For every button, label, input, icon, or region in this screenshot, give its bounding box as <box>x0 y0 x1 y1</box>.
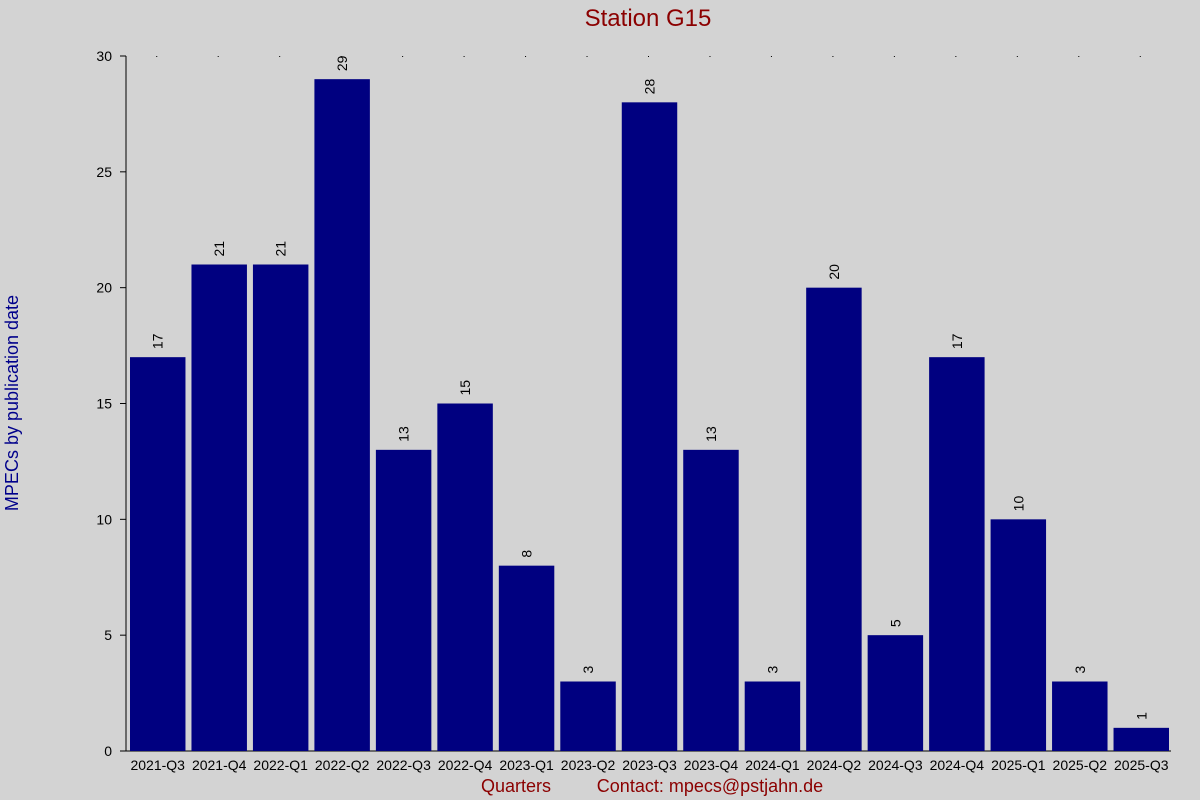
bar-value-label: 13 <box>396 426 412 442</box>
x-tick-label: 2024-Q4 <box>930 757 985 773</box>
y-tick-label: 0 <box>104 743 112 759</box>
y-tick-label: 20 <box>96 280 112 296</box>
bar-value-label: 3 <box>580 666 596 674</box>
bar-value-label: 17 <box>150 333 166 349</box>
bar-value-label: 5 <box>887 619 903 627</box>
y-tick-label: 15 <box>96 396 112 412</box>
x-tick-label: 2023-Q1 <box>499 757 554 773</box>
x-tick-label: 2025-Q1 <box>991 757 1046 773</box>
bar <box>252 264 309 751</box>
bar <box>191 264 247 751</box>
x-tick-label: 2024-Q2 <box>807 757 862 773</box>
bar-value-label: 29 <box>334 55 350 71</box>
x-tick-label: 2025-Q2 <box>1053 757 1108 773</box>
bar <box>314 79 370 751</box>
x-tick-label: 2021-Q4 <box>192 757 247 773</box>
bar-value-label: 1 <box>1133 712 1149 720</box>
bar <box>744 681 801 751</box>
bar-value-label: 3 <box>764 666 780 674</box>
y-tick-label: 30 <box>96 48 112 64</box>
x-tick-label: 2023-Q2 <box>561 757 616 773</box>
bar-value-label: 3 <box>1072 666 1088 674</box>
x-tick-label: 2024-Q1 <box>745 757 800 773</box>
bar-value-label: 13 <box>703 426 719 442</box>
bar-value-label: 17 <box>949 333 965 349</box>
x-tick-label: 2021-Q3 <box>130 757 185 773</box>
x-tick-label: 2022-Q2 <box>315 757 370 773</box>
x-tick-label: 2025-Q3 <box>1114 757 1169 773</box>
x-tick-label: 2022-Q4 <box>438 757 493 773</box>
bar-value-label: 8 <box>519 550 535 558</box>
y-tick-label: 10 <box>96 511 112 527</box>
bar <box>1113 727 1169 751</box>
bar-value-label: 10 <box>1010 496 1026 512</box>
x-tick-label: 2023-Q4 <box>684 757 739 773</box>
bar <box>621 102 678 752</box>
bar <box>990 519 1047 751</box>
contact-label: Contact: mpecs@pstjahn.de <box>597 776 823 796</box>
bar <box>437 403 493 751</box>
bar <box>560 681 616 751</box>
bar <box>867 635 924 751</box>
y-axis-label: MPECs by publication date <box>2 295 22 511</box>
y-tick-label: 25 <box>96 164 112 180</box>
bar <box>683 449 739 751</box>
bar <box>130 357 186 751</box>
bar <box>498 565 555 751</box>
bar-value-label: 21 <box>273 241 289 257</box>
y-tick-label: 5 <box>104 627 112 643</box>
bar-value-label: 21 <box>211 241 227 257</box>
plot-area: 051015202530172021-Q3212021-Q4212022-Q12… <box>96 48 1171 773</box>
x-tick-label: 2023-Q3 <box>622 757 677 773</box>
x-tick-label: 2022-Q1 <box>253 757 308 773</box>
x-tick-label: 2024-Q3 <box>868 757 923 773</box>
x-axis-label: Quarters <box>481 776 551 796</box>
bar <box>806 287 862 751</box>
bar-value-label: 20 <box>826 264 842 280</box>
bar <box>929 357 985 751</box>
bar <box>375 449 432 751</box>
bar <box>1052 681 1108 751</box>
bar-value-label: 15 <box>457 380 473 396</box>
x-tick-label: 2022-Q3 <box>376 757 431 773</box>
chart-title: Station G15 <box>585 5 712 32</box>
bar-value-label: 28 <box>642 79 658 95</box>
